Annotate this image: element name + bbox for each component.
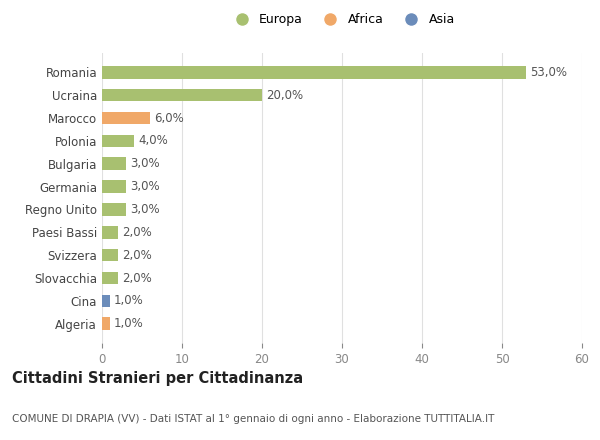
Text: 1,0%: 1,0% xyxy=(114,317,144,330)
Bar xyxy=(102,203,126,216)
Text: 1,0%: 1,0% xyxy=(114,294,144,308)
Bar xyxy=(102,89,262,102)
Text: 6,0%: 6,0% xyxy=(154,111,184,125)
Legend: Europa, Africa, Asia: Europa, Africa, Asia xyxy=(224,8,460,31)
Text: 53,0%: 53,0% xyxy=(530,66,567,79)
Bar xyxy=(102,180,126,193)
Bar xyxy=(102,317,110,330)
Text: 3,0%: 3,0% xyxy=(130,180,160,193)
Text: 3,0%: 3,0% xyxy=(130,203,160,216)
Text: Cittadini Stranieri per Cittadinanza: Cittadini Stranieri per Cittadinanza xyxy=(12,371,303,386)
Text: 3,0%: 3,0% xyxy=(130,157,160,170)
Bar xyxy=(102,294,110,307)
Bar xyxy=(102,66,526,79)
Bar xyxy=(102,135,134,147)
Bar xyxy=(102,112,150,124)
Text: 4,0%: 4,0% xyxy=(138,134,168,147)
Text: COMUNE DI DRAPIA (VV) - Dati ISTAT al 1° gennaio di ogni anno - Elaborazione TUT: COMUNE DI DRAPIA (VV) - Dati ISTAT al 1°… xyxy=(12,414,494,425)
Bar xyxy=(102,272,118,284)
Text: 2,0%: 2,0% xyxy=(122,226,152,239)
Text: 2,0%: 2,0% xyxy=(122,249,152,262)
Bar xyxy=(102,226,118,238)
Text: 2,0%: 2,0% xyxy=(122,271,152,285)
Bar xyxy=(102,249,118,261)
Bar xyxy=(102,158,126,170)
Text: 20,0%: 20,0% xyxy=(266,88,303,102)
